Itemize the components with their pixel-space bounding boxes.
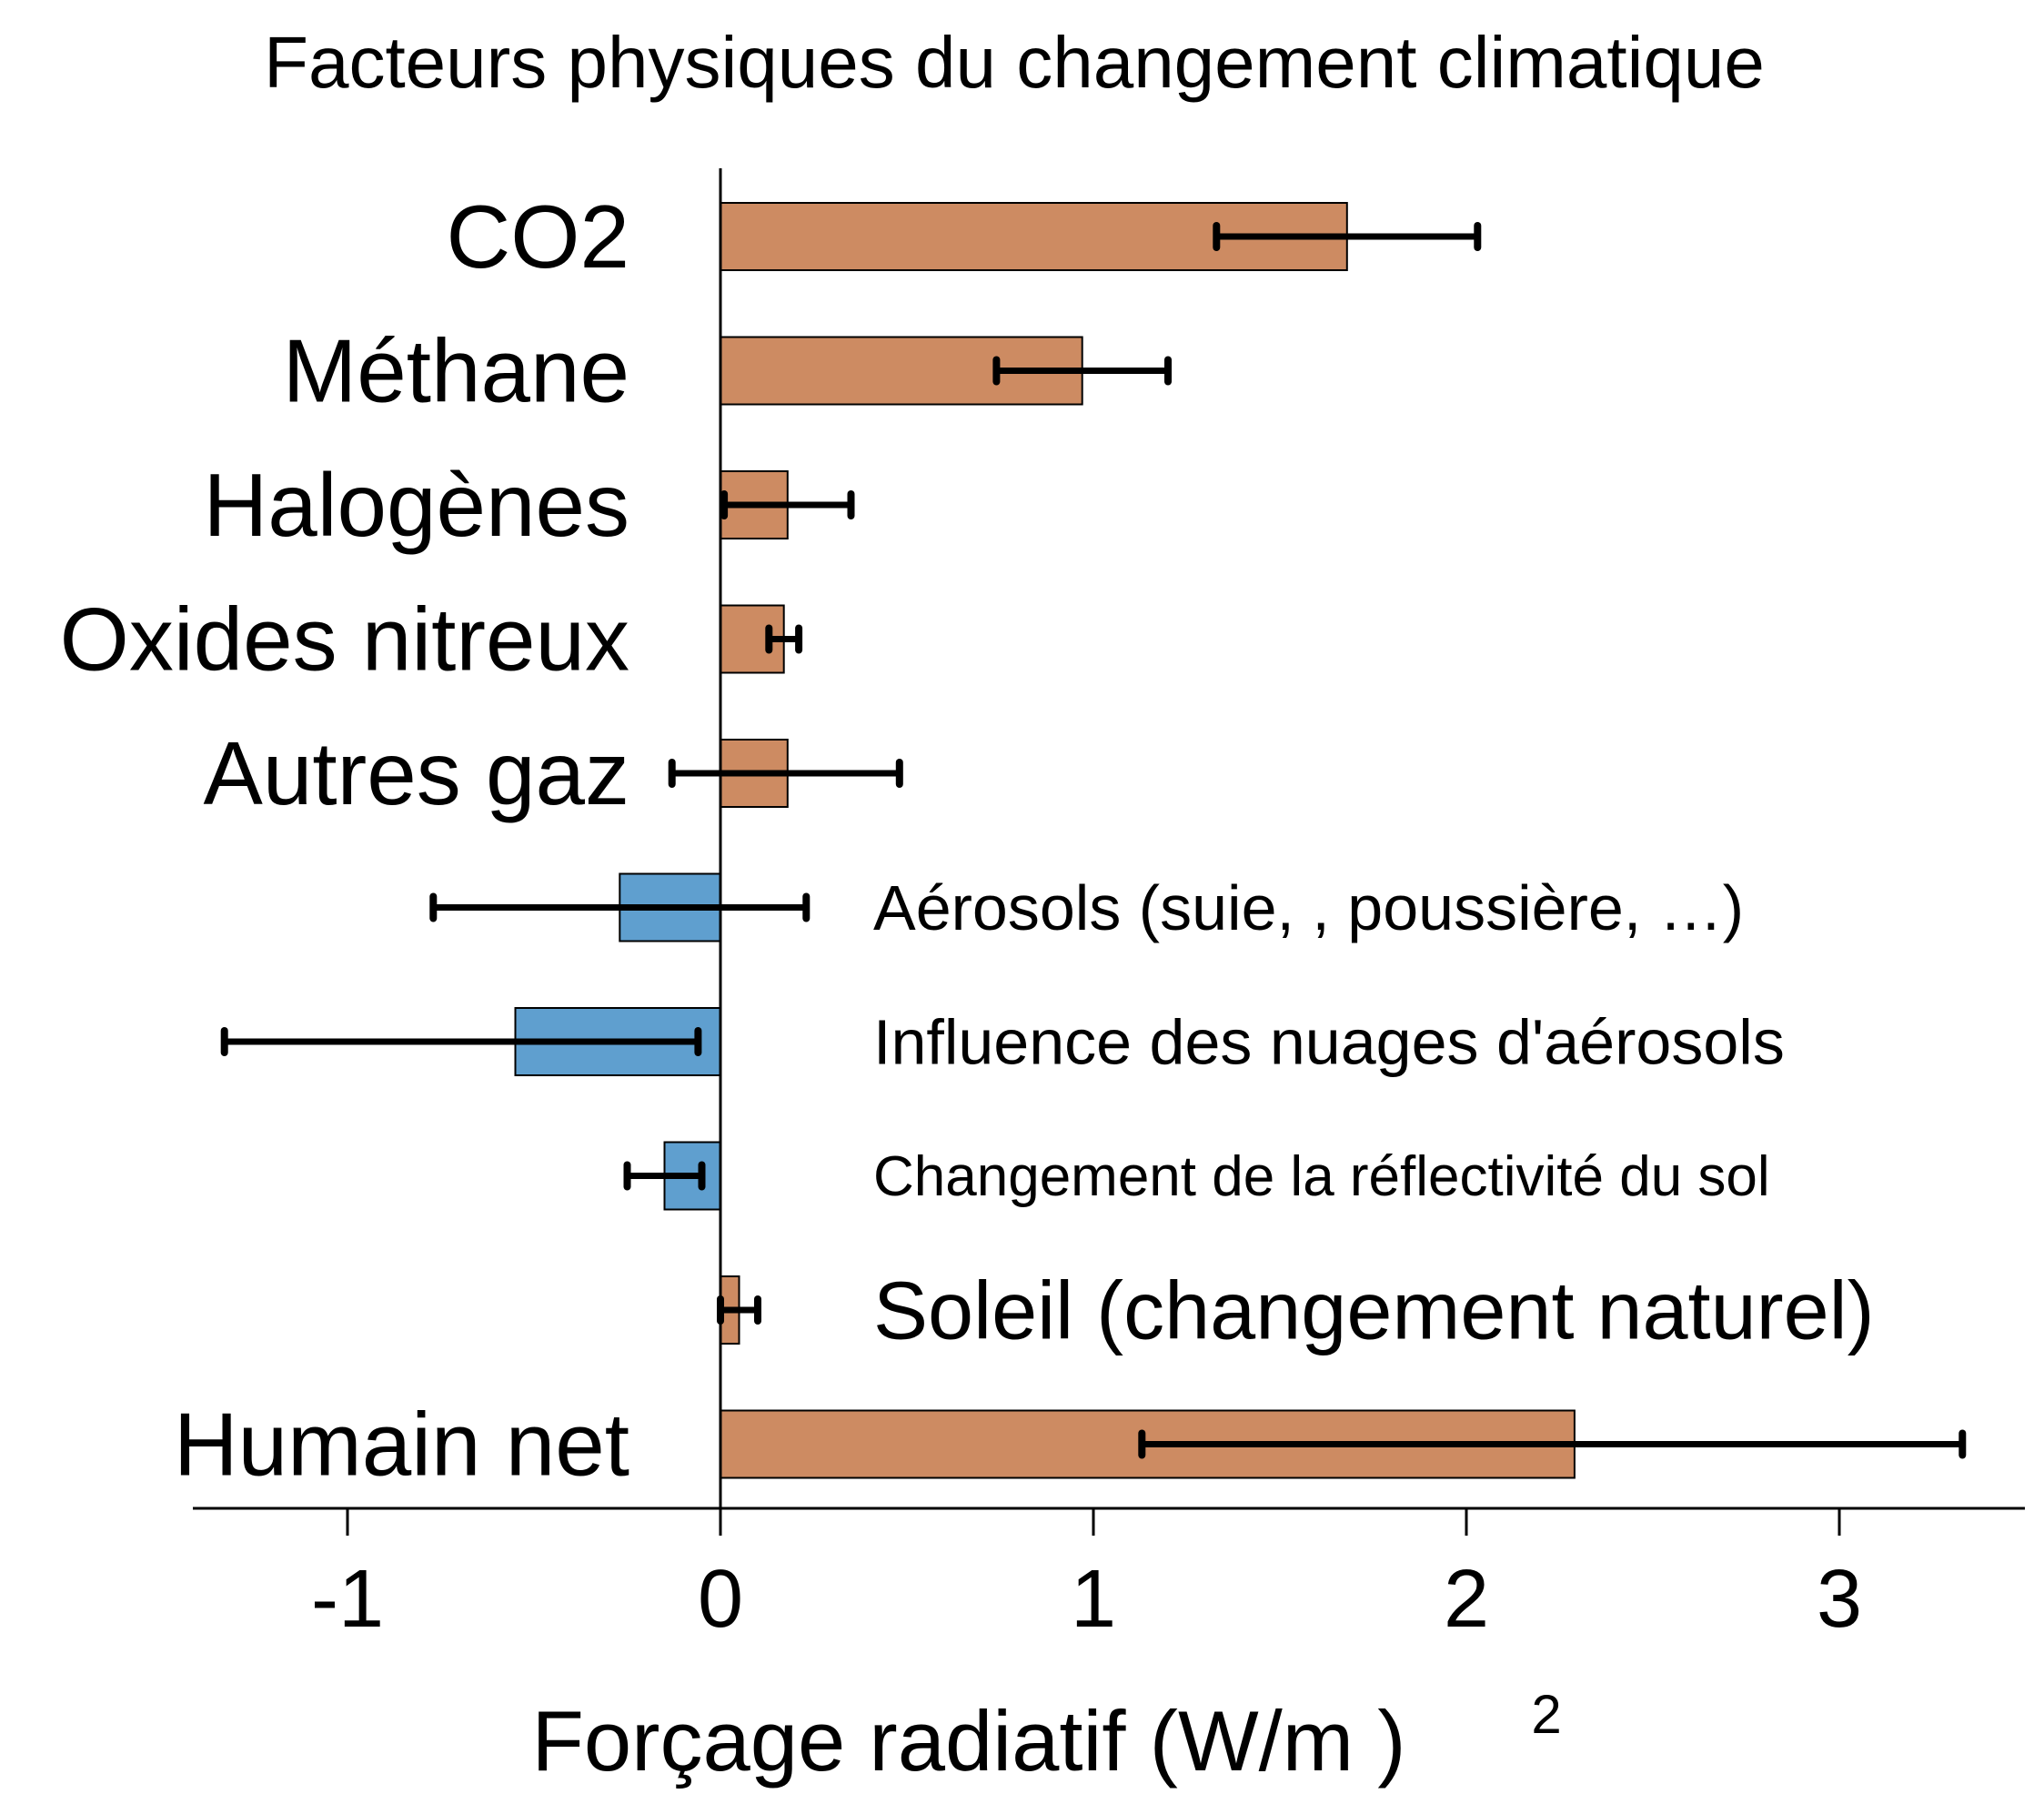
category-label: Influence des nuages d'aérosols (873, 1007, 1785, 1078)
category-label: Autres gaz (204, 723, 629, 823)
x-axis-label: Forçage radiatif (W/m ) (531, 1693, 1405, 1789)
error-bars-layer (220, 222, 1967, 1459)
category-label: Changement de la réflectivité du sol (873, 1145, 1770, 1208)
category-label: Humain net (174, 1395, 629, 1495)
axes-layer: -1 0 1 2 3 (193, 168, 2025, 1645)
chart-title: Facteurs physiques du changement climati… (264, 22, 1765, 103)
x-tick-label: 0 (698, 1554, 743, 1645)
x-tick-label: 3 (1817, 1554, 1862, 1645)
category-label: Halogènes (203, 455, 629, 555)
x-tick-label: 1 (1071, 1554, 1116, 1645)
category-label: Soleil (changement naturel) (873, 1266, 1875, 1357)
category-label: CO2 (446, 186, 629, 287)
category-label: Oxides nitreux (60, 590, 629, 690)
category-labels-layer: CO2 Méthane Halogènes Oxides nitreux Autres … (60, 186, 1875, 1495)
x-tick-label: -1 (311, 1554, 384, 1645)
x-tick-label: 2 (1444, 1554, 1489, 1645)
x-axis-label-superscript: 2 (1531, 1684, 1561, 1745)
category-label: Méthane (283, 321, 629, 421)
category-label: Aérosols (suie, , poussière, …) (873, 872, 1744, 943)
